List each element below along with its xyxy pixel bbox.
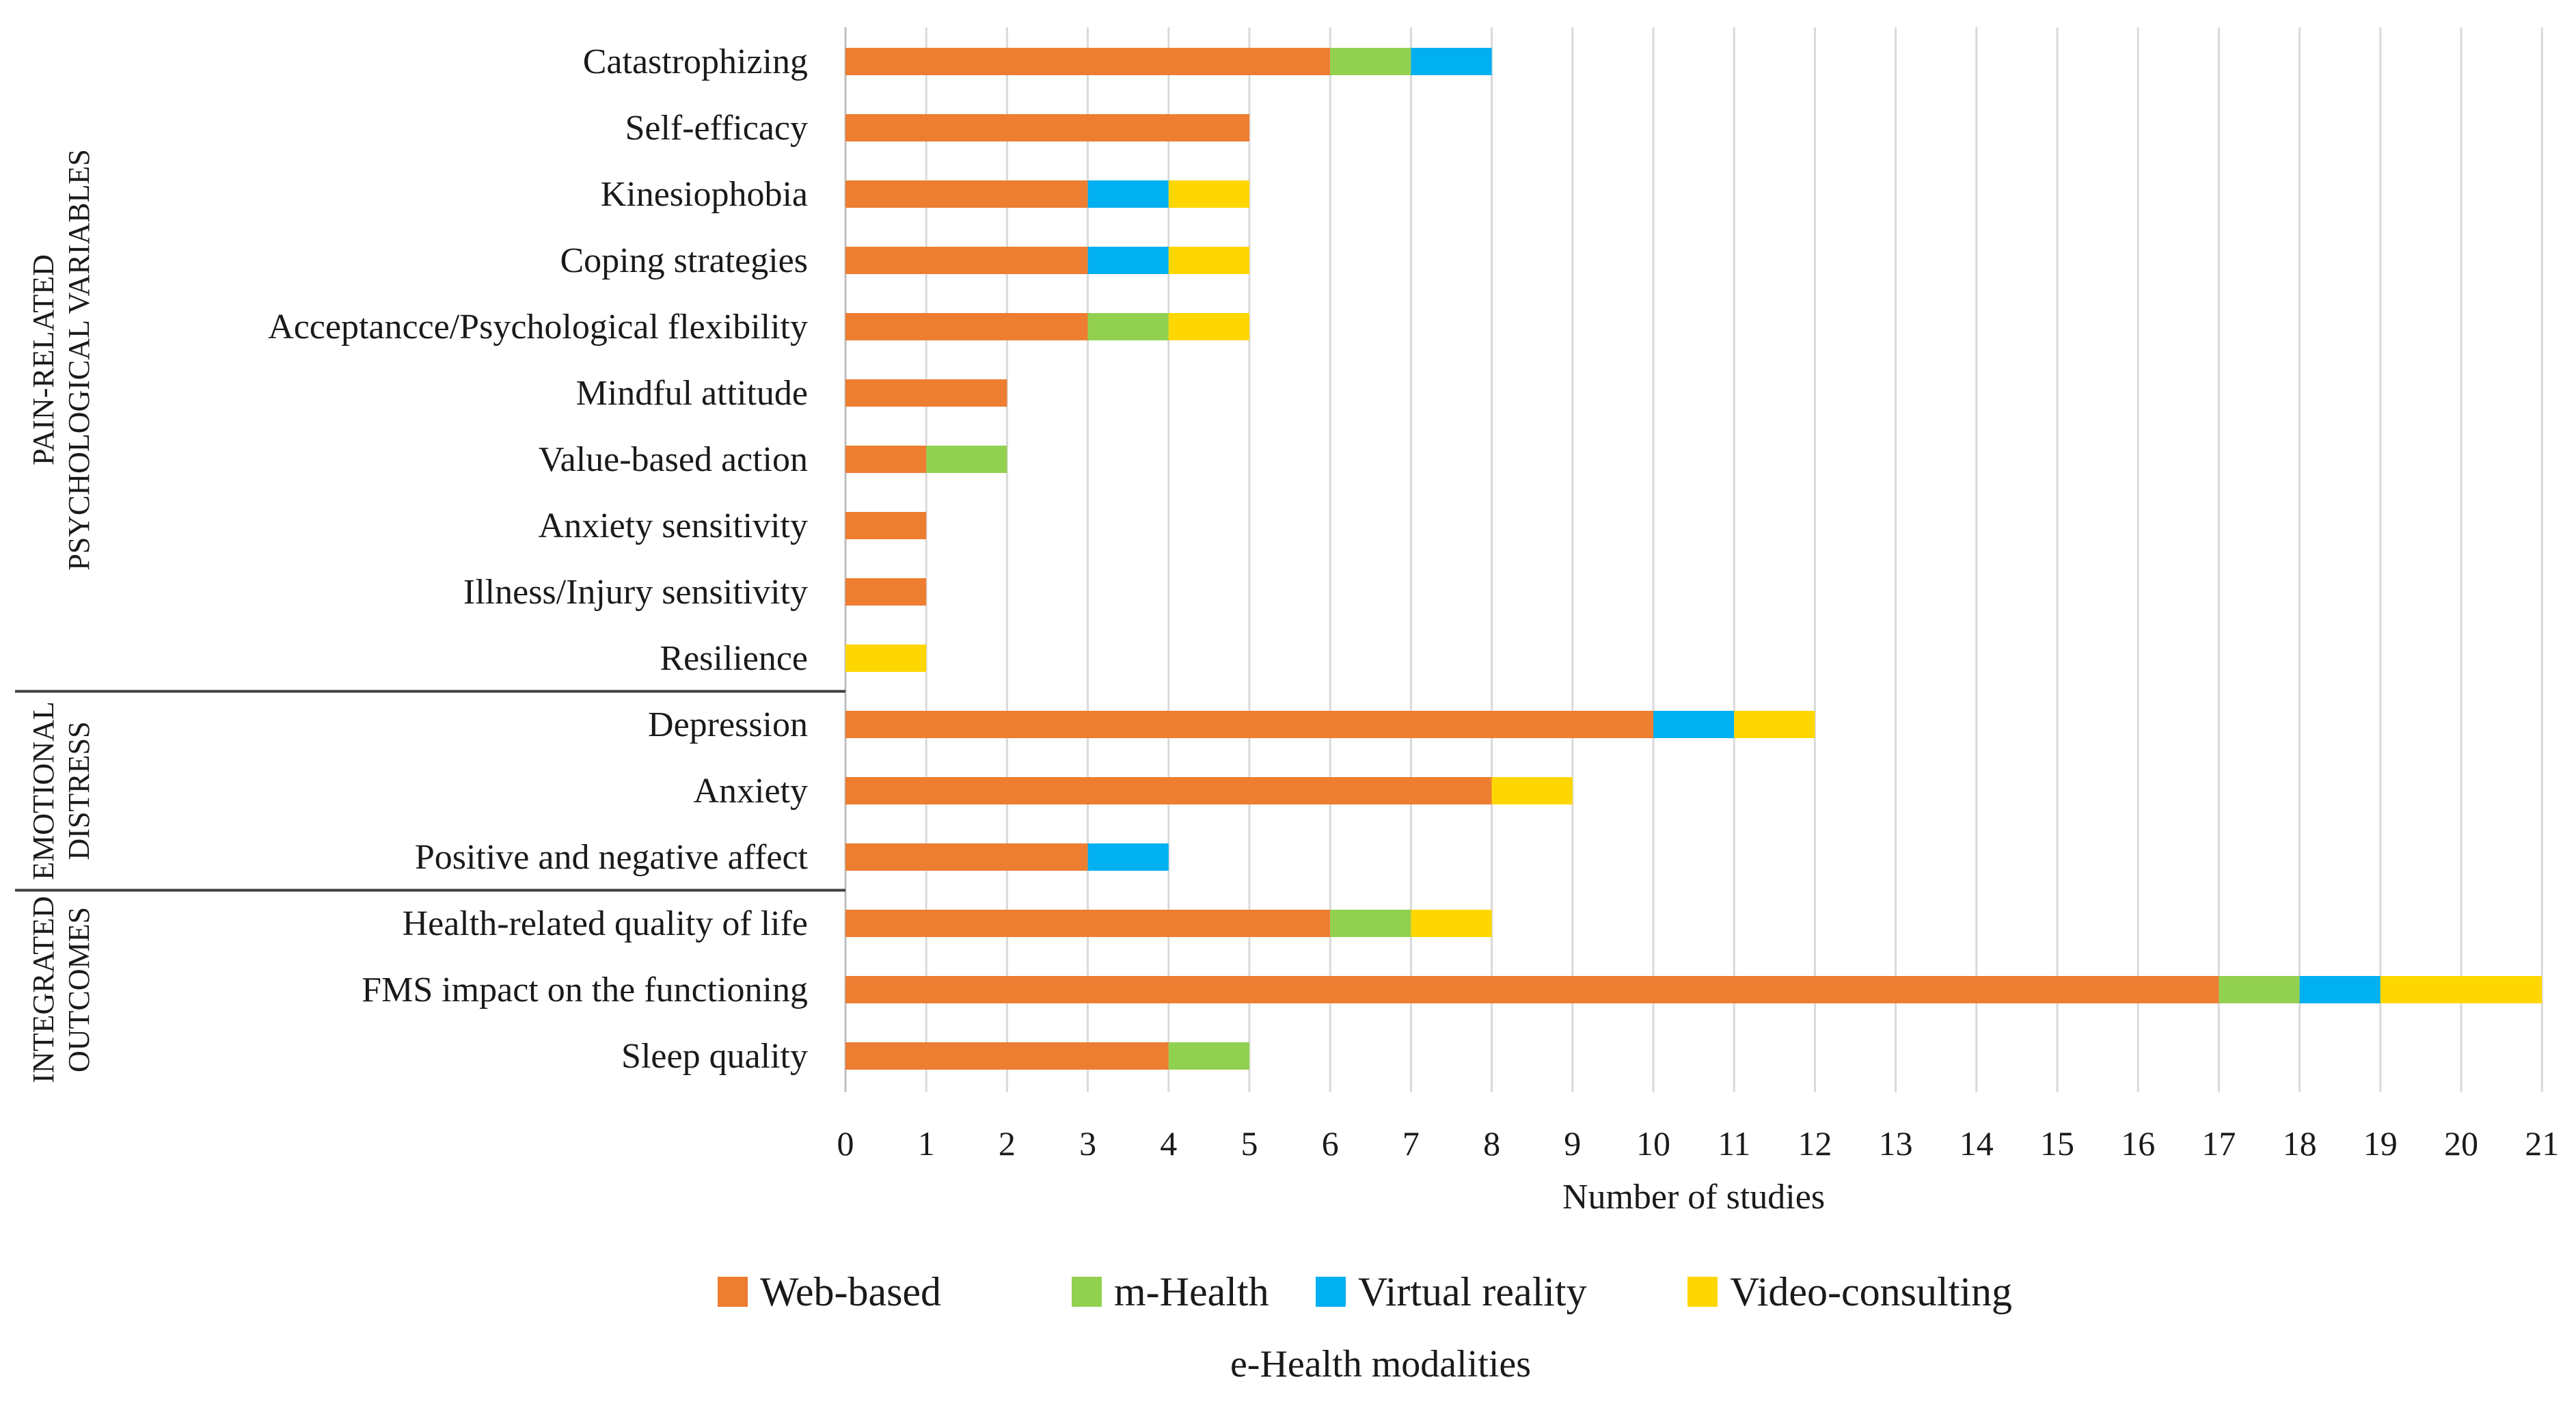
x-tick-label: 17 [2201, 1124, 2236, 1163]
x-tick-label: 8 [1483, 1124, 1500, 1163]
bar-segment [845, 777, 1492, 804]
legend-title: e-Health modalities [1230, 1343, 1531, 1385]
legend-item[interactable]: m-Health [1072, 1269, 1269, 1314]
x-tick-label: 4 [1160, 1124, 1177, 1163]
bar-segment [926, 446, 1007, 473]
x-tick-label: 1 [918, 1124, 935, 1163]
category-label: Illness/Injury sensitivity [463, 573, 808, 612]
bar-segment [1168, 180, 1249, 208]
legend-item[interactable]: Virtual reality [1316, 1269, 1587, 1314]
category-labels: Catastrophizing Self-efficacy Kinesiophobi… [268, 42, 808, 1076]
bar-segment [845, 578, 927, 606]
category-label: Self-efficacy [625, 109, 808, 148]
bar-segment [845, 512, 927, 539]
x-tick-label: 16 [2121, 1124, 2155, 1163]
x-tick-label: 19 [2363, 1124, 2398, 1163]
x-tick-label: 6 [1322, 1124, 1339, 1163]
bar-segment [845, 114, 1249, 141]
x-tick-label: 0 [837, 1124, 854, 1163]
category-label: Value-based action [539, 440, 808, 479]
category-label: FMS impact on the functioning [362, 971, 808, 1009]
bar-segment [1330, 910, 1411, 937]
category-label: Sleep quality [621, 1037, 808, 1076]
bar-segment [845, 48, 1331, 75]
legend-item[interactable]: Video-consulting [1687, 1269, 2012, 1314]
bar-segment [845, 446, 927, 473]
category-label: Anxiety [693, 772, 808, 811]
legend-swatch [1687, 1277, 1718, 1307]
bar-segment [1087, 247, 1169, 274]
bar-segment [2219, 976, 2300, 1003]
category-label: Anxiety sensitivity [539, 506, 808, 545]
category-label: Positive and negative affect [415, 838, 809, 877]
bar-segment [845, 711, 1653, 738]
bar-segment [1734, 711, 1815, 738]
bar-segment [845, 379, 1007, 407]
bar-segment [1087, 180, 1169, 208]
x-axis-title: Number of studies [1562, 1178, 1825, 1217]
legend-label: Virtual reality [1358, 1269, 1587, 1314]
bar-segment [2299, 976, 2381, 1003]
x-tick-label: 18 [2283, 1124, 2317, 1163]
bar-segment [1411, 48, 1492, 75]
group-label: EMOTIONALDISTRESS [27, 701, 96, 880]
bar-segment [1087, 313, 1169, 340]
legend-label: Web-based [760, 1269, 941, 1314]
x-tick-label: 10 [1636, 1124, 1670, 1163]
x-tick-label: 20 [2444, 1124, 2478, 1163]
bar-segment [845, 843, 1088, 871]
bar-segment [2380, 976, 2543, 1003]
x-tick-label: 2 [999, 1124, 1016, 1163]
legend-swatch [1316, 1277, 1346, 1307]
bar-segment [1491, 777, 1573, 804]
bar-segment [845, 313, 1088, 340]
legend-item[interactable]: Web-based [718, 1269, 941, 1314]
bars [845, 48, 2543, 1070]
bar-segment [845, 247, 1088, 274]
x-tick-label: 13 [1879, 1124, 1913, 1163]
x-axis-ticks: 0 1 2 3 4 5 6 7 8 9 10 11 12 13 14 15 16 17 18 19 20 21 [837, 1124, 2560, 1163]
legend[interactable]: Web-based m-Health Virtual reality Video-co… [718, 1269, 2012, 1314]
bar-segment [1330, 48, 1411, 75]
group-label: PAIN-RELATEDPSYCHOLOGICAL VARIABLES [27, 149, 96, 571]
category-label: Kinesiophobia [601, 175, 808, 214]
x-tick-label: 9 [1564, 1124, 1581, 1163]
category-label: Acceptancce/Psychological flexibility [268, 308, 808, 347]
bar-segment [1168, 1042, 1249, 1070]
bar-segment [1168, 247, 1249, 274]
x-tick-label: 7 [1402, 1124, 1420, 1163]
bar-segment [1168, 313, 1249, 340]
x-tick-label: 14 [1960, 1124, 1994, 1163]
legend-label: m-Health [1114, 1269, 1269, 1314]
bar-segment [1411, 910, 1492, 937]
category-label: Mindful attitude [576, 374, 808, 413]
x-tick-label: 21 [2525, 1124, 2559, 1163]
category-label: Resilience [660, 639, 808, 678]
category-label: Coping strategies [560, 241, 808, 280]
group-label: INTEGRATEDOUTCOMES [27, 896, 96, 1083]
bar-segment [845, 180, 1088, 208]
x-tick-label: 15 [2040, 1124, 2074, 1163]
bar-segment [845, 645, 927, 672]
x-tick-label: 11 [1718, 1124, 1750, 1163]
bar-segment [845, 976, 2219, 1003]
bar-segment [845, 1042, 1169, 1070]
x-tick-label: 3 [1079, 1124, 1096, 1163]
legend-swatch [718, 1277, 748, 1307]
bar-segment [1653, 711, 1735, 738]
legend-swatch [1072, 1277, 1102, 1307]
category-label: Depression [648, 705, 808, 744]
category-label: Health-related quality of life [403, 904, 808, 943]
bar-segment [1087, 843, 1169, 871]
bar-segment [845, 910, 1331, 937]
group-labels: PAIN-RELATEDPSYCHOLOGICAL VARIABLES EMOTI… [15, 149, 845, 1083]
category-label: Catastrophizing [583, 42, 808, 81]
x-tick-label: 12 [1798, 1124, 1832, 1163]
x-tick-label: 5 [1241, 1124, 1258, 1163]
legend-label: Video-consulting [1730, 1269, 2012, 1314]
